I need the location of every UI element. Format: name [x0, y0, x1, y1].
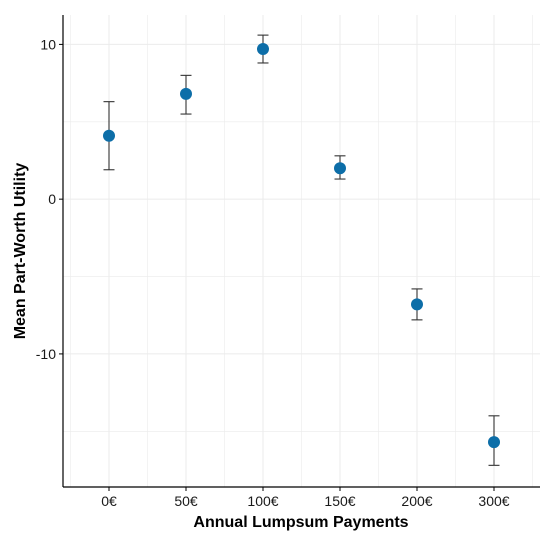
- x-tick-label: 50€: [174, 493, 198, 509]
- ticks: 10 0 -10 0€ 50€ 100€ 150€ 200€ 300€: [36, 36, 510, 509]
- y-tick-label: 10: [40, 36, 56, 52]
- y-tick-label: -10: [36, 346, 56, 362]
- data-point: [488, 436, 500, 449]
- x-axis-title: Annual Lumpsum Payments: [193, 514, 408, 531]
- grid: [63, 15, 540, 487]
- data-point: [180, 87, 192, 100]
- data-point: [411, 298, 423, 311]
- x-tick-label: 200€: [401, 493, 432, 509]
- x-tick-label: 300€: [478, 493, 509, 509]
- data-point: [257, 43, 269, 56]
- y-tick-label: 0: [48, 191, 56, 207]
- axes: [62, 15, 540, 488]
- data-point: [334, 162, 346, 175]
- x-tick-label: 0€: [101, 493, 117, 509]
- y-axis-title: Mean Part-Worth Utility: [12, 163, 29, 340]
- x-tick-label: 150€: [324, 493, 355, 509]
- data-point: [103, 129, 115, 142]
- x-tick-label: 100€: [247, 493, 278, 509]
- data-points: [103, 43, 500, 449]
